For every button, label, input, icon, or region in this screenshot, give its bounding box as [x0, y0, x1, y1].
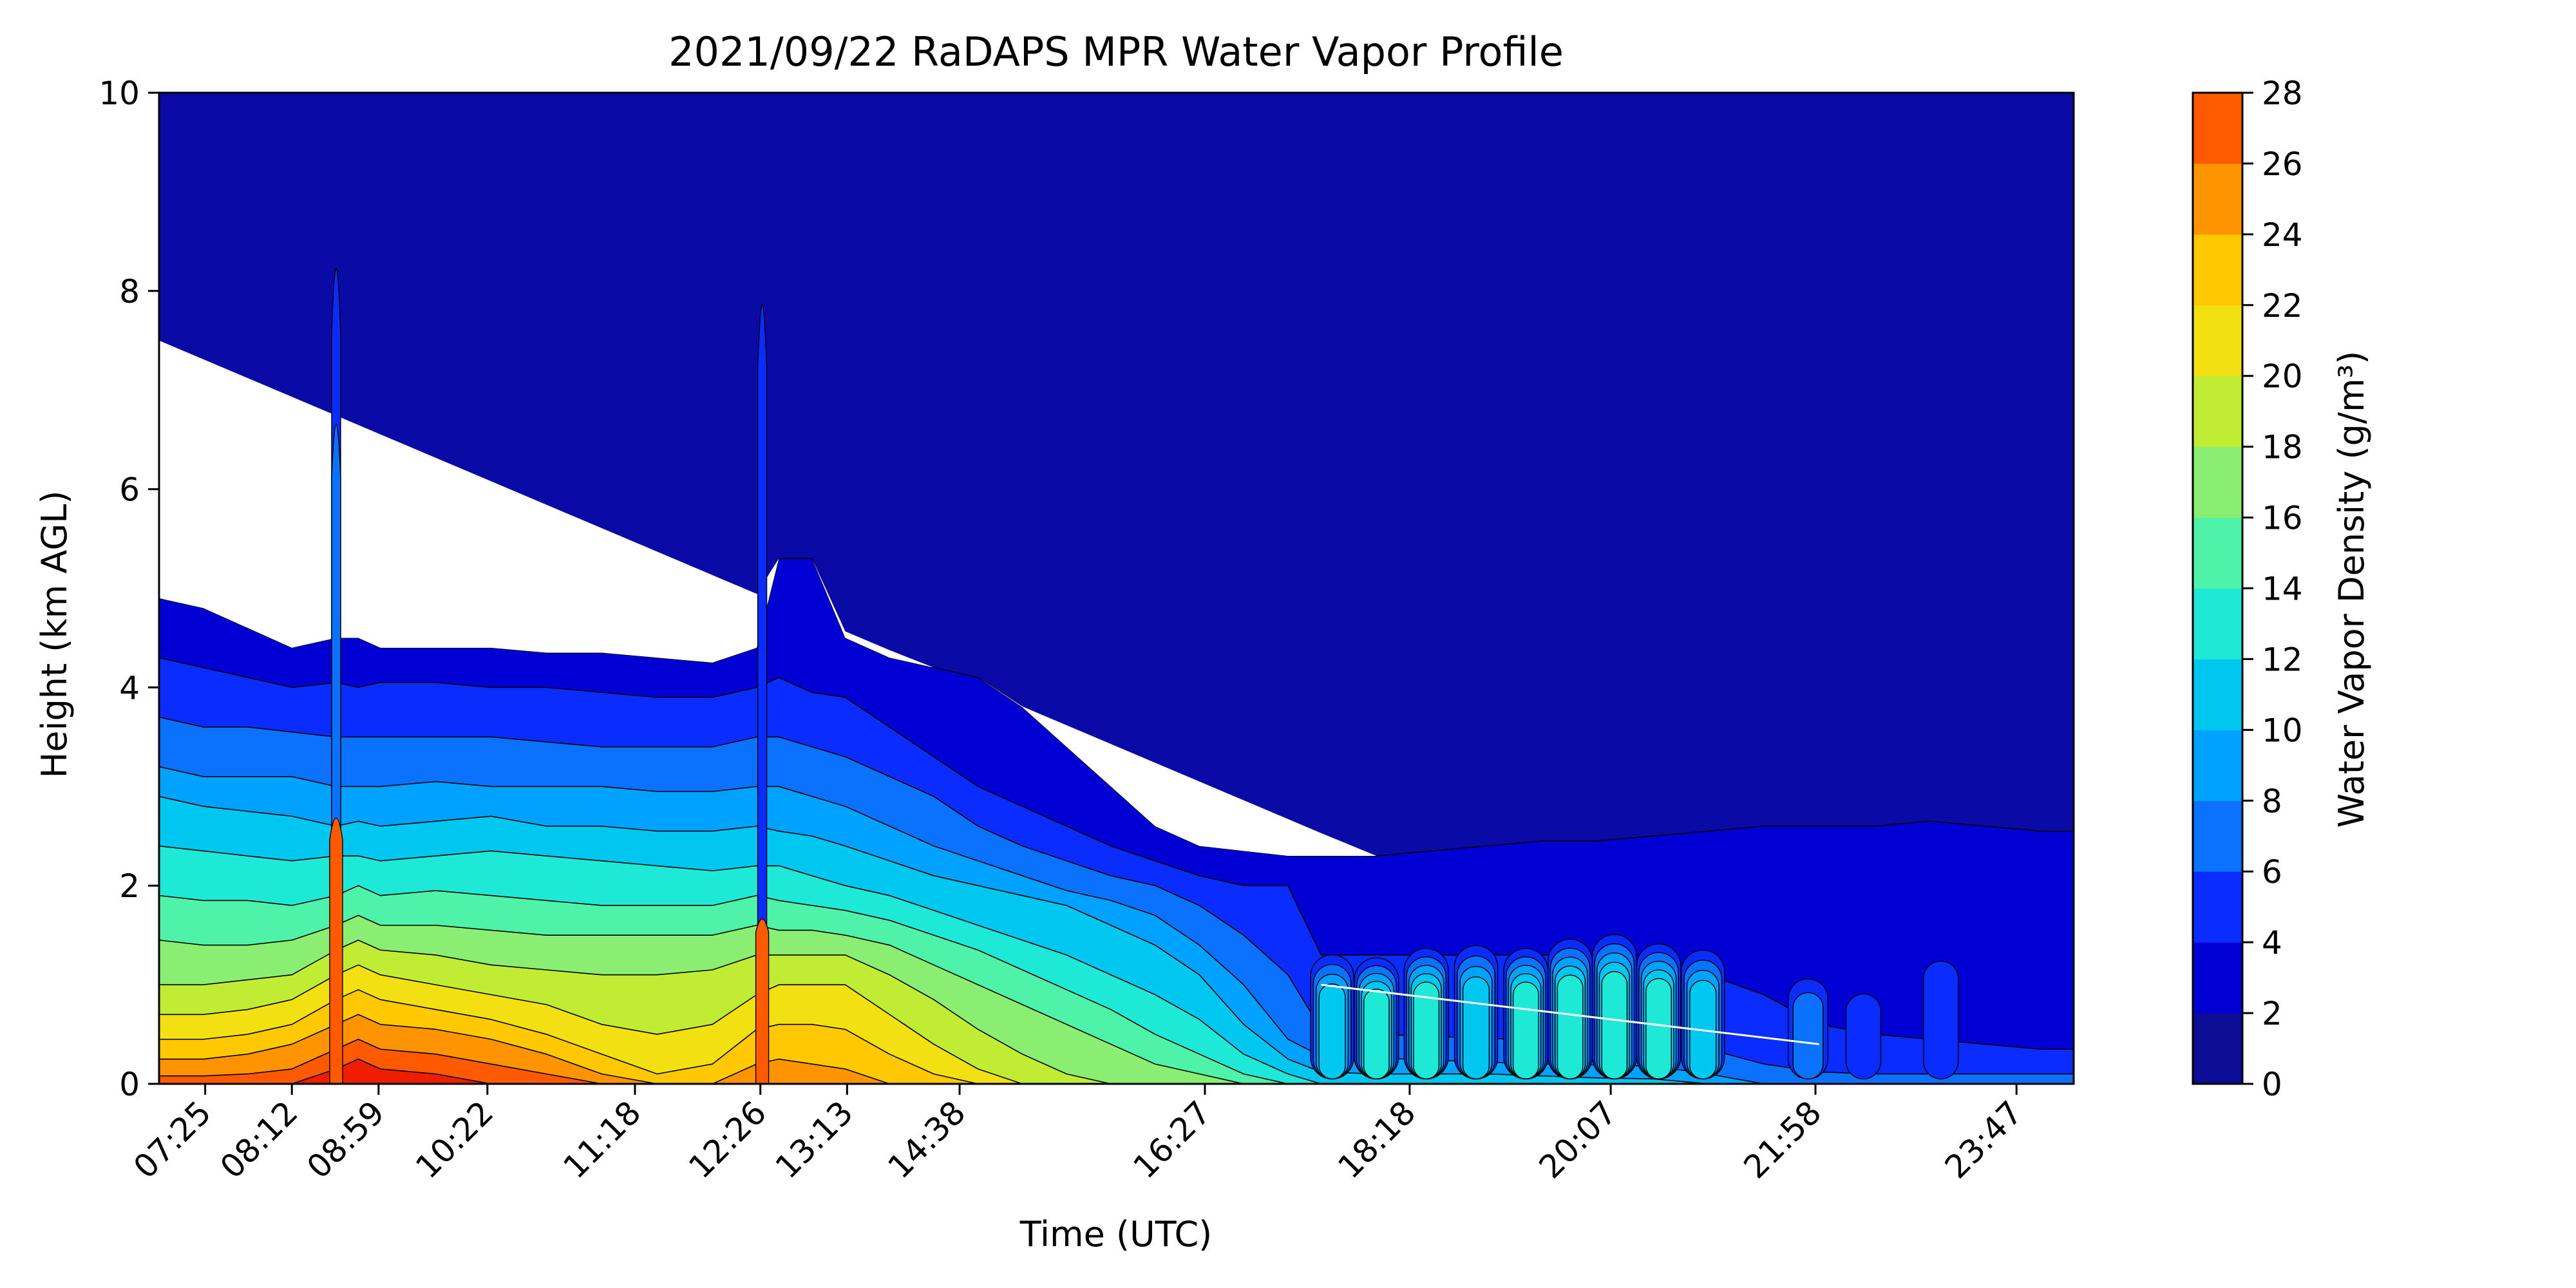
colorbar-tick-label-4: 8 — [2262, 782, 2282, 820]
colorbar-tick-label-9: 18 — [2262, 429, 2303, 466]
contour-band-28 — [159, 1058, 2074, 1084]
x-axis-label: Time (UTC) — [1019, 1214, 1213, 1255]
y-tick-label-2: 4 — [119, 669, 140, 706]
colorbar-tick-label-14: 28 — [2262, 75, 2303, 112]
plot-frame — [158, 91, 2075, 1085]
colorbar-tick-label-5: 10 — [2262, 712, 2303, 749]
colorbar-segment-4 — [2193, 871, 2242, 943]
convective-column-7-level-6 — [1645, 978, 1672, 1080]
spike-3 — [757, 304, 768, 1084]
colorbar-tick-label-3: 6 — [2262, 853, 2282, 891]
colorbar-tick-label-13: 26 — [2262, 146, 2303, 183]
colorbar-segment-8 — [2193, 730, 2242, 801]
colorbar — [2192, 91, 2244, 1085]
colorbar-tick-label-11: 22 — [2262, 287, 2303, 325]
data-gap-region — [159, 340, 1819, 857]
colorbar-segment-26 — [2193, 93, 2242, 164]
contour-layers — [159, 267, 2074, 1084]
colorbar-segment-18 — [2193, 375, 2242, 448]
spike-4 — [755, 918, 770, 1084]
colorbar-segment-10 — [2193, 659, 2242, 730]
convective-column-6-level-6 — [1601, 971, 1628, 1080]
colorbar-label: Water Vapor Density (g/m³) — [2331, 351, 2372, 828]
colorbar-segment-6 — [2193, 800, 2242, 872]
convective-column-4-level-6 — [1512, 981, 1539, 1080]
y-tick-label-4: 8 — [119, 273, 140, 310]
y-axis: 0 2 4 6 8 10 — [99, 75, 159, 1103]
colorbar-tick-label-0: 0 — [2262, 1066, 2282, 1103]
convective-column-3-level-5 — [1462, 976, 1490, 1080]
chart-title: 2021/09/22 RaDAPS MPR Water Vapor Profil… — [668, 28, 1564, 75]
y-tick-label-0: 0 — [119, 1066, 140, 1103]
colorbar-tick-label-10: 20 — [2262, 358, 2303, 395]
colorbar-tick-label-7: 14 — [2262, 571, 2303, 608]
scan-trace-line — [1321, 983, 1819, 1045]
convective-column-11-level-2 — [1923, 960, 1959, 1080]
convective-column-2-level-6 — [1413, 981, 1440, 1080]
colorbar-tick-label-6: 12 — [2262, 641, 2303, 678]
convective-column-10-level-2 — [1845, 993, 1882, 1080]
y-tick-label-3: 6 — [119, 471, 140, 509]
colorbar-segment-20 — [2193, 305, 2242, 377]
convective-column-5-level-6 — [1557, 974, 1584, 1080]
spike-2 — [329, 817, 343, 1084]
convective-column-1-level-6 — [1363, 989, 1390, 1080]
colorbar-segment-22 — [2193, 234, 2242, 306]
y-tick-label-5: 10 — [99, 75, 140, 112]
colorbar-segment-12 — [2193, 588, 2242, 659]
colorbar-tick-label-2: 4 — [2262, 924, 2282, 961]
y-axis-label: Height (km AGL) — [34, 491, 75, 779]
colorbar-tick-label-12: 24 — [2262, 216, 2303, 254]
colorbar-segment-16 — [2193, 446, 2242, 518]
convective-column-9-level-3 — [1792, 992, 1824, 1080]
colorbar-segment-2 — [2193, 942, 2242, 1014]
colorbar-segment-0 — [2193, 1013, 2242, 1084]
colorbar-tick-label-1: 2 — [2262, 995, 2282, 1032]
colorbar-tick-label-8: 16 — [2262, 500, 2303, 537]
contour-band-20 — [159, 964, 2074, 1084]
convective-column-0-level-5 — [1318, 983, 1346, 1080]
colorbar-segment-14 — [2193, 517, 2242, 589]
y-tick-label-1: 2 — [119, 867, 140, 905]
colorbar-segment-24 — [2193, 163, 2242, 235]
